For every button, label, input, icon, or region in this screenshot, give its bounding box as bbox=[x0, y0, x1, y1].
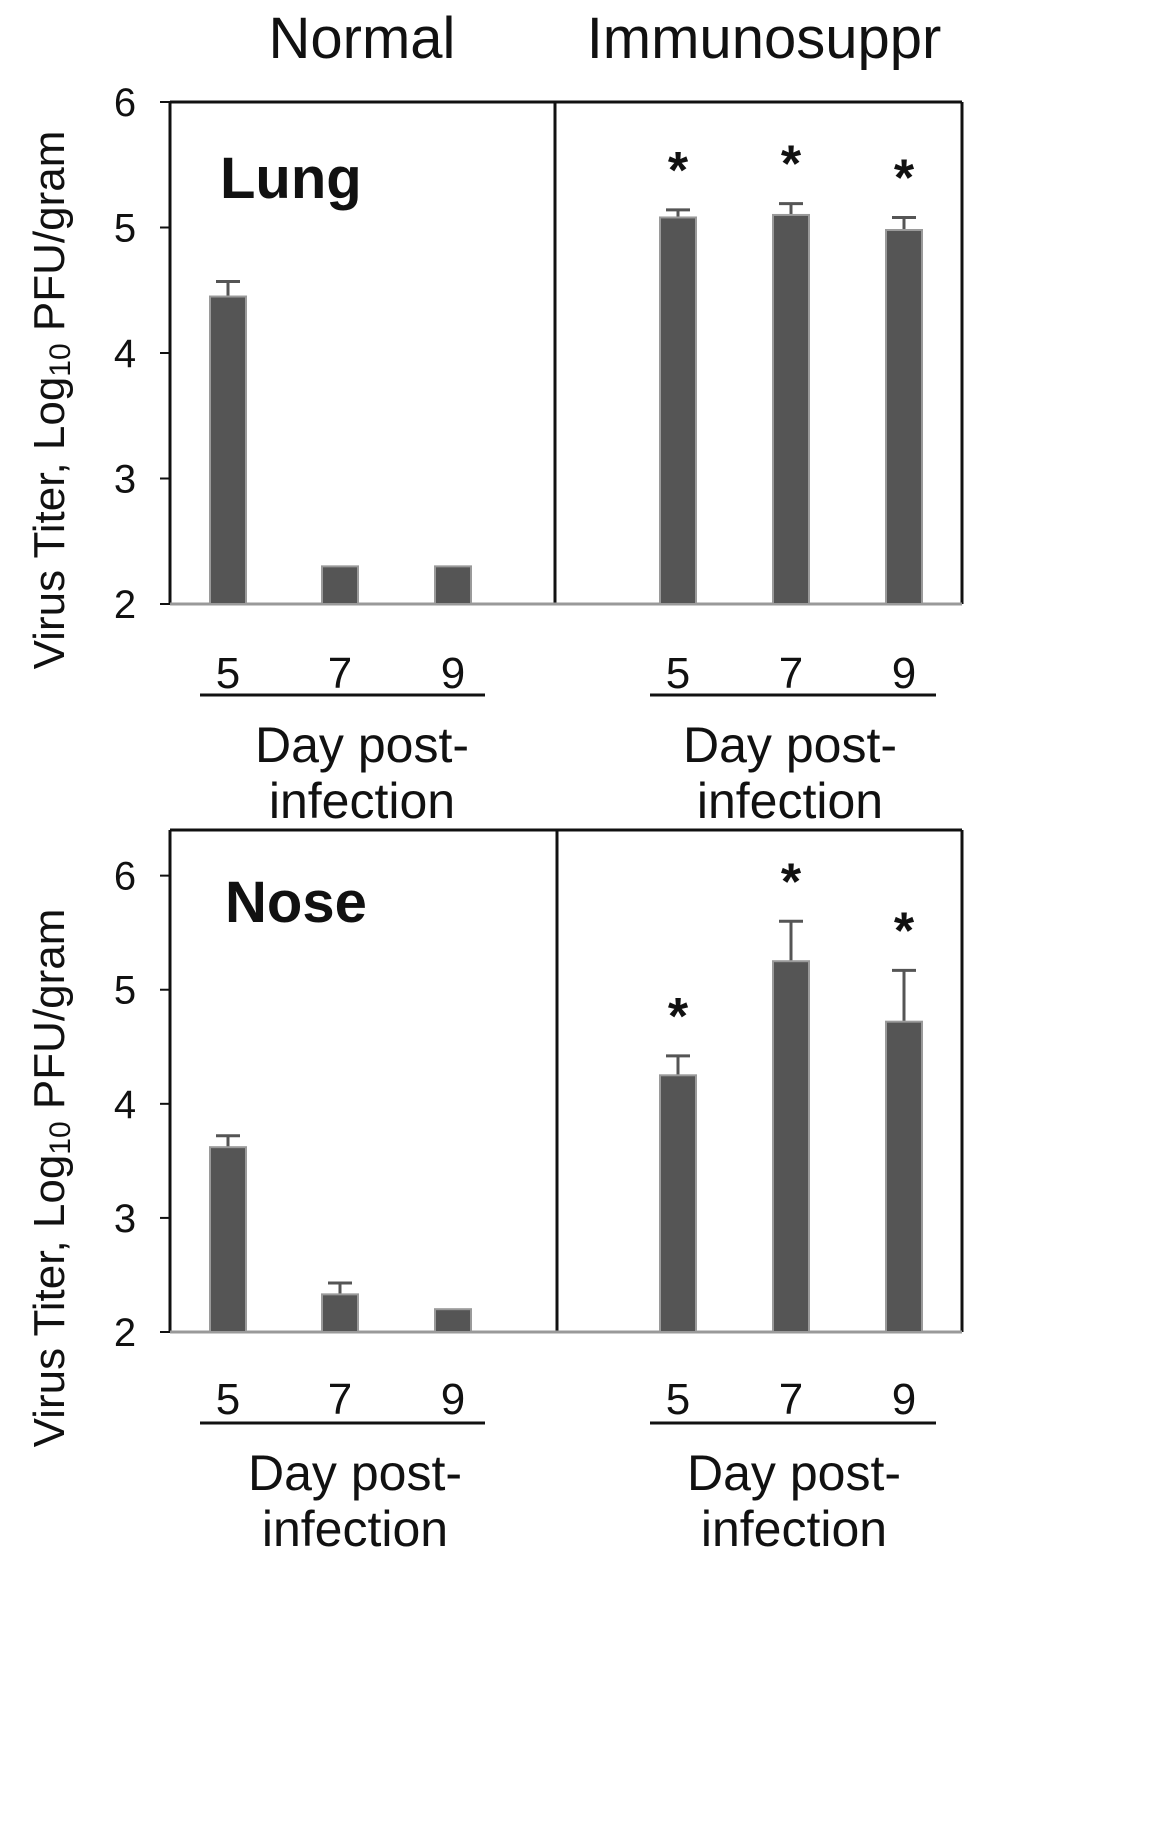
x-axis-label-line1: Day post- bbox=[683, 717, 897, 773]
y-tick-label: 3 bbox=[114, 458, 136, 502]
group-title-immunosuppr: Immunosuppr bbox=[587, 6, 942, 71]
y-tick-label: 4 bbox=[114, 1083, 136, 1127]
x-tick-label: 7 bbox=[779, 649, 803, 698]
x-tick-label: 7 bbox=[328, 1375, 352, 1424]
bar-nose-immunosuppr-day5 bbox=[659, 1074, 697, 1333]
y-tick-label: 6 bbox=[114, 855, 136, 899]
bar-lung-normal-day5 bbox=[209, 295, 247, 605]
bar-nose-normal-day7 bbox=[321, 1293, 359, 1333]
x-tick-label: 9 bbox=[441, 649, 465, 698]
y-axis-label: Virus Titer, Log10 PFU/gram bbox=[25, 909, 77, 1448]
x-tick-label: 5 bbox=[666, 649, 690, 698]
significance-marker: * bbox=[894, 149, 915, 207]
y-tick-label: 2 bbox=[114, 1311, 136, 1355]
x-axis-label-line2: infection bbox=[262, 1501, 448, 1557]
bar-lung-immunosuppr-day7 bbox=[772, 213, 810, 605]
bar-lung-normal-day9 bbox=[434, 565, 472, 605]
y-axis-label: Virus Titer, Log10 PFU/gram bbox=[25, 131, 77, 670]
x-tick-label: 9 bbox=[892, 1375, 916, 1424]
bar-nose-immunosuppr-day9 bbox=[885, 1020, 923, 1333]
bar-nose-immunosuppr-day7 bbox=[772, 960, 810, 1333]
y-axis-label-prefix: Virus Titer, Log bbox=[25, 1155, 74, 1448]
y-axis-label-subscript: 10 bbox=[44, 1121, 77, 1154]
y-tick-label: 4 bbox=[114, 332, 136, 376]
x-axis-label-line1: Day post- bbox=[687, 1445, 901, 1501]
x-axis-label-line2: infection bbox=[697, 773, 883, 829]
bar-nose-normal-day5 bbox=[209, 1146, 247, 1333]
x-tick-label: 9 bbox=[892, 649, 916, 698]
significance-marker: * bbox=[668, 988, 689, 1046]
panel-label-lung: Lung bbox=[220, 146, 362, 211]
bar-lung-immunosuppr-day9 bbox=[885, 229, 923, 605]
significance-marker: * bbox=[781, 853, 802, 911]
significance-marker: * bbox=[781, 136, 802, 194]
x-tick-label: 5 bbox=[216, 649, 240, 698]
y-tick-label: 3 bbox=[114, 1197, 136, 1241]
group-title-normal: Normal bbox=[269, 6, 456, 71]
x-tick-label: 7 bbox=[328, 649, 352, 698]
x-tick-label: 9 bbox=[441, 1375, 465, 1424]
bar-lung-normal-day7 bbox=[321, 565, 359, 605]
y-axis-label-subscript: 10 bbox=[44, 343, 77, 376]
x-axis-label-line2: infection bbox=[269, 773, 455, 829]
bar-lung-immunosuppr-day5 bbox=[659, 216, 697, 606]
significance-marker: * bbox=[894, 902, 915, 960]
significance-marker: * bbox=[668, 142, 689, 200]
y-tick-label: 2 bbox=[114, 583, 136, 627]
y-tick-label: 6 bbox=[114, 81, 136, 125]
x-axis-label-line1: Day post- bbox=[255, 717, 469, 773]
y-tick-label: 5 bbox=[114, 207, 136, 251]
x-axis-label-line2: infection bbox=[701, 1501, 887, 1557]
y-axis-label-prefix: Virus Titer, Log bbox=[25, 377, 74, 670]
panel-label-nose: Nose bbox=[225, 870, 367, 935]
x-tick-label: 5 bbox=[666, 1375, 690, 1424]
x-tick-label: 7 bbox=[779, 1375, 803, 1424]
x-tick-label: 5 bbox=[216, 1375, 240, 1424]
x-axis-label-line1: Day post- bbox=[248, 1445, 462, 1501]
y-axis-label-suffix: PFU/gram bbox=[25, 131, 74, 344]
y-axis-label-suffix: PFU/gram bbox=[25, 909, 74, 1122]
y-tick-label: 5 bbox=[114, 969, 136, 1013]
bar-nose-normal-day9 bbox=[434, 1308, 472, 1333]
